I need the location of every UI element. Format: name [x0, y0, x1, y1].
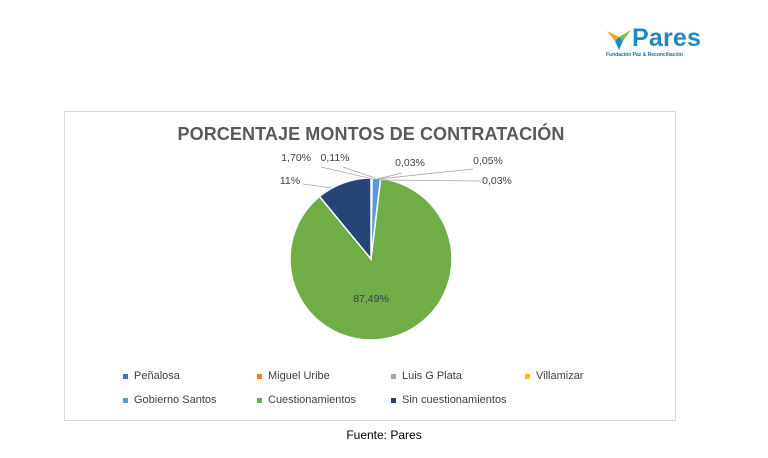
leader-line-luis-g-plata: [378, 179, 482, 182]
data-label-villamizar: 0,11%: [321, 152, 350, 164]
data-label-sin-cuestionamientos: 11%: [280, 175, 300, 187]
legend-swatch: [391, 397, 396, 403]
legend-swatch: [391, 373, 396, 379]
legend-item-miguel-uribe: Miguel Uribe: [257, 370, 330, 382]
legend-item-villamizar: Villamizar: [525, 370, 583, 382]
data-label-miguel-uribe: 0,05%: [473, 155, 503, 167]
data-label-luis-g-plata: 0,03%: [482, 175, 512, 187]
data-label-penalosa: 0,03%: [395, 157, 425, 169]
source-note: Fuente: Pares: [346, 428, 422, 442]
leader-line-miguel-uribe: [377, 168, 474, 180]
logo-tagline: Fundación Paz & Reconciliación: [606, 52, 683, 58]
chart-legend: Peñalosa Miguel Uribe Luis G Plata Villamiz…: [123, 370, 663, 414]
legend-label: Gobierno Santos: [134, 394, 217, 406]
legend-swatch: [257, 373, 262, 379]
legend-item-cuestionamientos: Cuestionamientos: [257, 394, 356, 406]
legend-item-sin-cuestionamientos: Sin cuestionamientos: [391, 394, 507, 406]
pares-logo: Pares Fundación Paz & Reconciliación: [604, 24, 714, 62]
legend-label: Cuestionamientos: [268, 394, 357, 406]
legend-swatch: [525, 373, 530, 379]
legend-swatch: [123, 397, 128, 403]
leader-line-gobierno-santos: [320, 166, 374, 180]
bird-logo-icon: [607, 30, 631, 50]
pie-chart: PORCENTAJE MONTOS DE CONTRATACIÓN 0,03% 0…: [64, 111, 676, 421]
data-label-cuestionamientos: 87,49%: [353, 293, 389, 305]
leader-line-villamizar: [342, 166, 376, 179]
legend-item-penalosa: Peñalosa: [123, 370, 180, 382]
legend-item-gobierno-santos: Gobierno Santos: [123, 394, 217, 406]
legend-label: Peñalosa: [134, 370, 180, 382]
chart-title: PORCENTAJE MONTOS DE CONTRATACIÓN: [177, 124, 565, 144]
leader-line-sin-cuestionamientos: [302, 183, 333, 189]
legend-item-luis-g-plata: Luis G Plata: [391, 370, 462, 382]
legend-swatch: [123, 373, 128, 379]
pie-plot: 0,03% 0,05% 0,03% 0,11% 1,70% 87,49% 11%: [280, 152, 512, 341]
logo-wordmark: Pares: [632, 24, 702, 52]
legend-label: Sin cuestionamientos: [402, 394, 507, 406]
legend-swatch: [257, 397, 262, 403]
pie-slice-sin-cuestionamientos: [318, 177, 372, 262]
legend-label: Miguel Uribe: [268, 370, 330, 382]
leader-line-penalosa: [376, 172, 403, 180]
data-label-gobierno-santos: 1,70%: [281, 152, 311, 164]
legend-label: Luis G Plata: [402, 370, 462, 382]
legend-label: Villamizar: [536, 370, 584, 382]
